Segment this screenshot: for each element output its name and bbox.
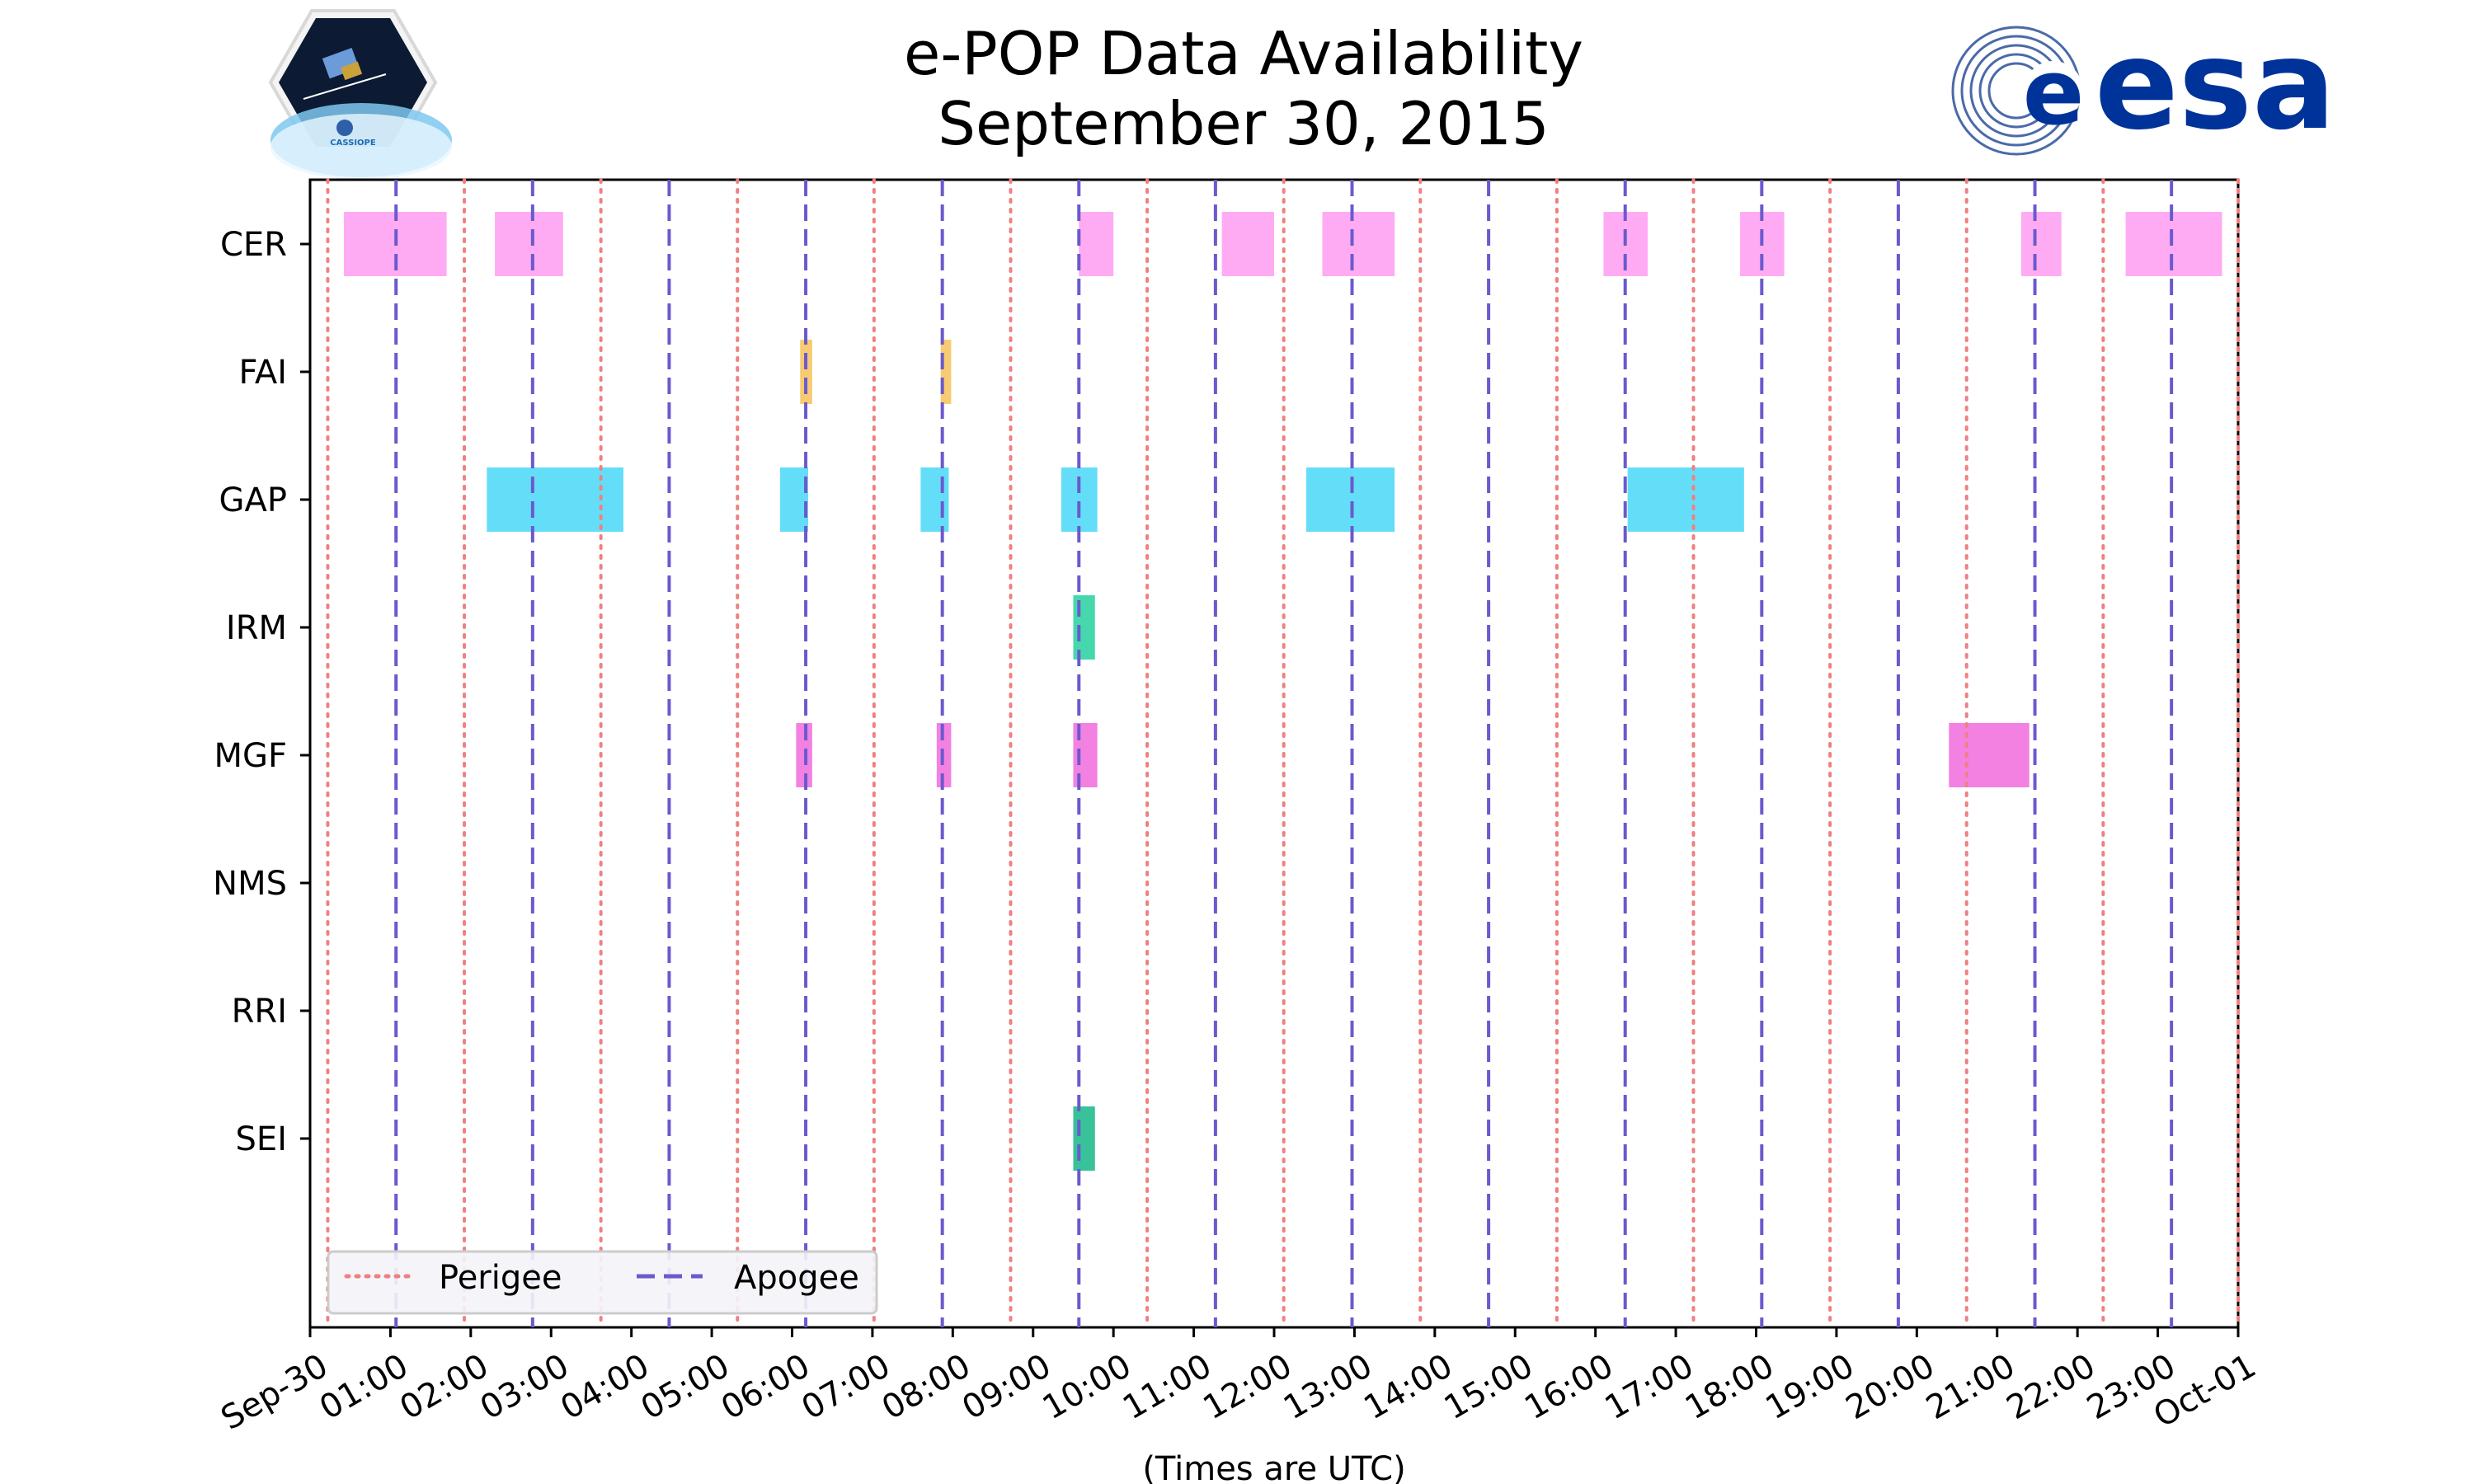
bar-irm-0 bbox=[1073, 595, 1095, 660]
y-axis: CER FAI GAP IRM MGF NMS RRI SEI bbox=[213, 226, 310, 1158]
bar-gap-0 bbox=[487, 467, 623, 532]
esa-swirl-icon: e bbox=[1951, 26, 2085, 156]
x-tick-label-16: 16:00 bbox=[1518, 1347, 1620, 1427]
esa-wordmark: esa bbox=[2095, 14, 2335, 157]
x-tick-label-6: 06:00 bbox=[715, 1347, 816, 1427]
x-tick-label-3: 03:00 bbox=[474, 1347, 576, 1427]
bar-cer-4 bbox=[1322, 212, 1395, 276]
y-tick-label-rri: RRI bbox=[232, 993, 287, 1031]
x-tick-label-15: 15:00 bbox=[1438, 1347, 1540, 1427]
bar-gap-5 bbox=[1627, 467, 1744, 532]
bar-mgf-3 bbox=[1949, 723, 2030, 787]
x-tick-label-1: 01:00 bbox=[313, 1347, 415, 1427]
x-tick-label-2: 02:00 bbox=[393, 1347, 495, 1427]
bar-cer-7 bbox=[2020, 212, 2062, 276]
y-tick-label-cer: CER bbox=[220, 226, 287, 264]
y-tick-label-irm: IRM bbox=[226, 609, 287, 647]
x-tick-label-18: 18:00 bbox=[1679, 1347, 1780, 1427]
x-tick-label-12: 12:00 bbox=[1197, 1347, 1299, 1427]
x-axis: Sep-3001:0002:0003:0004:0005:0006:0007:0… bbox=[215, 1327, 2262, 1438]
x-tick-label-20: 20:00 bbox=[1840, 1347, 1941, 1427]
legend-box bbox=[327, 1250, 878, 1315]
bar-cer-3 bbox=[1221, 212, 1274, 276]
esa-e-glyph: e bbox=[2023, 40, 2085, 145]
x-tick-label-19: 19:00 bbox=[1759, 1347, 1860, 1427]
x-tick-label-9: 09:00 bbox=[956, 1347, 1057, 1427]
x-tick-label-22: 22:00 bbox=[2001, 1347, 2102, 1427]
bar-fai-1 bbox=[940, 340, 952, 404]
orbit-lines bbox=[326, 178, 2240, 1329]
bar-sei-0 bbox=[1073, 1106, 1095, 1171]
x-tick-label-13: 13:00 bbox=[1277, 1347, 1379, 1427]
x-tick-label-10: 10:00 bbox=[1037, 1347, 1138, 1427]
x-tick-label-11: 11:00 bbox=[1117, 1347, 1218, 1427]
chart-title-line-2: September 30, 2015 bbox=[938, 89, 1549, 158]
x-tick-label-7: 07:00 bbox=[795, 1347, 896, 1427]
availability-bars bbox=[343, 212, 2222, 1171]
y-tick-label-gap: GAP bbox=[219, 481, 287, 519]
esa-logo: e esa bbox=[1951, 14, 2335, 157]
x-tick-label-5: 05:00 bbox=[635, 1347, 736, 1427]
bar-cer-8 bbox=[2125, 212, 2222, 276]
bar-gap-1 bbox=[779, 467, 808, 532]
bar-cer-2 bbox=[1079, 212, 1114, 276]
y-tick-label-fai: FAI bbox=[239, 354, 288, 392]
bar-fai-0 bbox=[800, 340, 812, 404]
y-tick-label-nms: NMS bbox=[213, 865, 287, 903]
x-tick-label-8: 08:00 bbox=[876, 1347, 977, 1427]
cassiope-caption: CASSIOPE bbox=[330, 139, 376, 148]
x-tick-label-14: 14:00 bbox=[1357, 1347, 1459, 1427]
x-axis-label: (Times are UTC) bbox=[1142, 1450, 1405, 1484]
bar-gap-2 bbox=[920, 467, 949, 532]
plot-area bbox=[308, 178, 2240, 1329]
x-tick-label-4: 04:00 bbox=[554, 1347, 656, 1427]
chart-title-line-1: e-POP Data Availability bbox=[904, 19, 1583, 88]
legend-perigee-label: Perigee bbox=[439, 1259, 562, 1297]
y-tick-label-mgf: MGF bbox=[214, 737, 287, 775]
bar-cer-1 bbox=[495, 212, 563, 276]
bar-mgf-2 bbox=[1073, 723, 1098, 787]
x-tick-label-17: 17:00 bbox=[1599, 1347, 1700, 1427]
y-tick-label-sei: SEI bbox=[236, 1120, 287, 1158]
legend-apogee-label: Apogee bbox=[734, 1259, 859, 1297]
cassiope-logo: CASSIOPE bbox=[268, 9, 452, 180]
legend: Perigee Apogee bbox=[327, 1250, 878, 1315]
x-tick-label-21: 21:00 bbox=[1920, 1347, 2021, 1427]
